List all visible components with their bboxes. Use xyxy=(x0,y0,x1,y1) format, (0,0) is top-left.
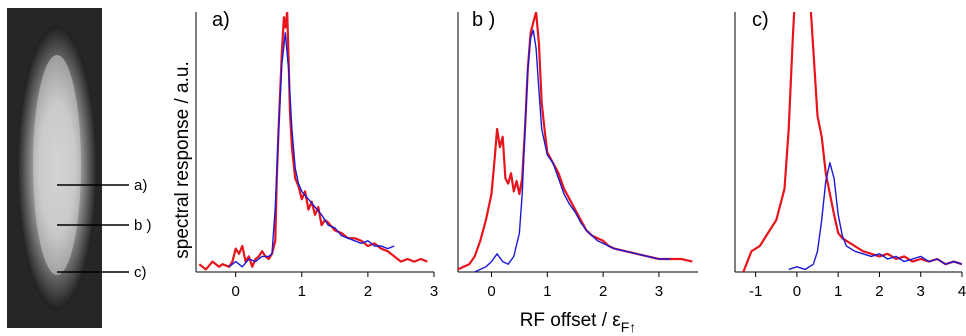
x-tick-label: 4 xyxy=(958,283,966,300)
blue-series-line xyxy=(788,162,962,271)
x-axis-label-main: RF offset / ε xyxy=(520,310,622,331)
cloud-image xyxy=(7,8,102,328)
x-tick-label: 1 xyxy=(834,283,842,300)
x-tick-label: 2 xyxy=(364,283,372,300)
x-tick-label: 0 xyxy=(793,283,801,300)
panel-label-a: a) xyxy=(212,9,230,31)
x-tick-label: 0 xyxy=(231,283,239,300)
panel-c: c) -1 0 1 2 3 4 xyxy=(734,9,966,300)
x-tick-label: 3 xyxy=(655,283,663,300)
cloud-core xyxy=(33,55,81,275)
x-tick-label: 0 xyxy=(487,283,495,300)
x-tick-label: 2 xyxy=(599,283,607,300)
panel-label-c: c) xyxy=(752,9,769,31)
marker-label-b: b ) xyxy=(134,217,152,234)
red-series-line xyxy=(458,12,693,271)
blue-series-line xyxy=(228,32,395,268)
x-tick-label: -1 xyxy=(749,283,762,300)
panel-b: b ) 0 1 2 3 xyxy=(457,9,698,300)
x-tick-label: 1 xyxy=(298,283,306,300)
x-tick-label: 3 xyxy=(430,283,438,300)
marker-label-c: c) xyxy=(134,264,147,281)
x-tick-label: 3 xyxy=(917,283,925,300)
blue-series-line xyxy=(474,29,671,272)
x-axis-label: RF offset / εF↑ xyxy=(520,310,637,335)
panel-label-b: b ) xyxy=(472,9,495,31)
red-series-line xyxy=(742,12,962,272)
x-axis-label-subscript: F↑ xyxy=(621,319,637,335)
marker-label-a: a) xyxy=(134,177,147,194)
x-tick-label: 1 xyxy=(543,283,551,300)
panel-a: a) 0 1 2 3 xyxy=(195,9,438,300)
x-tick-label: 2 xyxy=(875,283,883,300)
cloud-markers: a) b ) c) xyxy=(57,177,152,281)
red-series-line xyxy=(198,12,428,271)
y-axis-label: spectral response / a.u. xyxy=(172,61,193,259)
